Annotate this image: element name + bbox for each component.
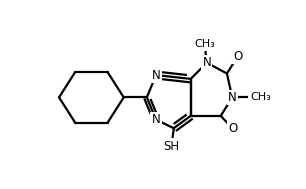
Text: N: N — [228, 91, 237, 104]
Text: N: N — [203, 56, 211, 69]
Text: O: O — [233, 50, 242, 63]
Text: SH: SH — [163, 140, 180, 153]
Text: N: N — [152, 113, 160, 126]
Text: CH₃: CH₃ — [194, 39, 215, 49]
Text: CH₃: CH₃ — [250, 92, 271, 102]
Text: O: O — [229, 122, 238, 136]
Text: N: N — [152, 69, 160, 81]
